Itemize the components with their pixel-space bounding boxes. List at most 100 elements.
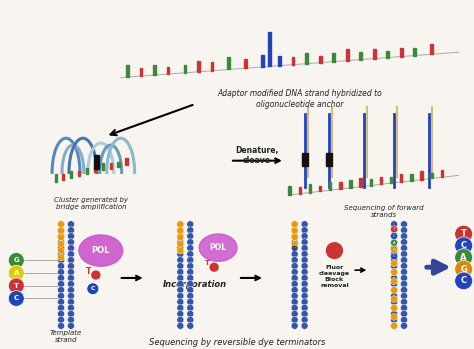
Circle shape [301, 263, 308, 269]
Circle shape [391, 251, 398, 258]
Bar [390, 177, 392, 183]
Circle shape [391, 313, 398, 320]
Circle shape [67, 221, 74, 228]
Bar [430, 173, 433, 178]
Circle shape [57, 241, 64, 247]
Circle shape [177, 234, 184, 241]
Circle shape [301, 221, 308, 228]
Text: C: C [14, 296, 19, 302]
Text: T: T [461, 230, 466, 238]
Circle shape [177, 269, 184, 275]
Circle shape [401, 311, 408, 317]
Circle shape [187, 263, 194, 269]
Circle shape [67, 257, 74, 263]
Circle shape [401, 263, 408, 269]
Bar [386, 51, 389, 58]
Bar [359, 52, 362, 60]
Circle shape [177, 322, 184, 329]
Circle shape [67, 275, 74, 281]
Text: Cluster generated by
bridge amplification: Cluster generated by bridge amplificatio… [54, 197, 128, 210]
Text: C: C [392, 254, 395, 259]
Circle shape [177, 298, 184, 305]
Circle shape [67, 281, 74, 288]
Circle shape [187, 275, 194, 281]
Circle shape [291, 239, 298, 246]
Bar [332, 53, 335, 62]
Circle shape [301, 322, 308, 329]
Bar [305, 53, 308, 64]
Bar [359, 178, 362, 187]
Circle shape [67, 239, 74, 246]
Circle shape [9, 291, 24, 306]
Text: A: A [393, 241, 395, 245]
Circle shape [57, 304, 64, 311]
Circle shape [291, 298, 298, 305]
Bar [86, 168, 88, 174]
Circle shape [291, 234, 298, 241]
Text: T: T [14, 283, 19, 289]
Circle shape [177, 263, 184, 269]
Circle shape [301, 304, 308, 311]
Circle shape [391, 305, 398, 311]
Bar [70, 171, 72, 178]
Text: Denature,
cleave: Denature, cleave [235, 146, 279, 165]
Circle shape [67, 233, 74, 239]
Circle shape [57, 234, 64, 241]
Bar [410, 174, 412, 181]
Circle shape [87, 283, 99, 295]
Circle shape [177, 239, 184, 246]
Circle shape [67, 251, 74, 258]
Circle shape [57, 317, 64, 323]
Circle shape [301, 292, 308, 299]
Circle shape [57, 298, 64, 305]
Circle shape [177, 317, 184, 323]
Bar [118, 162, 120, 166]
Circle shape [92, 271, 100, 279]
Circle shape [291, 227, 298, 234]
Bar [346, 49, 348, 61]
Text: T: T [393, 227, 395, 231]
Circle shape [291, 287, 298, 294]
Circle shape [291, 317, 298, 323]
Bar [62, 174, 64, 180]
Bar [400, 174, 402, 182]
Circle shape [177, 311, 184, 317]
Circle shape [391, 296, 398, 303]
Circle shape [57, 263, 64, 269]
Circle shape [177, 247, 184, 254]
Circle shape [67, 245, 74, 252]
Bar [261, 55, 264, 67]
Bar [370, 179, 372, 186]
Circle shape [301, 281, 308, 288]
Circle shape [177, 221, 184, 228]
Circle shape [177, 227, 184, 233]
Circle shape [401, 221, 408, 228]
Bar [400, 48, 402, 57]
Circle shape [67, 263, 74, 269]
Circle shape [291, 221, 298, 228]
Circle shape [177, 221, 184, 228]
Circle shape [301, 298, 308, 305]
Circle shape [291, 257, 298, 263]
Bar [349, 180, 352, 188]
Text: T: T [86, 267, 91, 276]
Circle shape [401, 322, 408, 329]
Circle shape [67, 287, 74, 294]
Circle shape [57, 228, 64, 234]
Circle shape [177, 240, 184, 247]
Circle shape [57, 221, 64, 228]
Text: POL: POL [210, 243, 227, 252]
Circle shape [67, 227, 74, 233]
Circle shape [57, 322, 64, 329]
Circle shape [187, 322, 194, 329]
Circle shape [391, 287, 398, 294]
Circle shape [187, 233, 194, 239]
Circle shape [401, 317, 408, 323]
Circle shape [391, 275, 398, 281]
Circle shape [291, 311, 298, 317]
Circle shape [401, 275, 408, 281]
Circle shape [187, 221, 194, 228]
Circle shape [391, 239, 398, 246]
Circle shape [57, 281, 64, 288]
Circle shape [57, 311, 64, 317]
